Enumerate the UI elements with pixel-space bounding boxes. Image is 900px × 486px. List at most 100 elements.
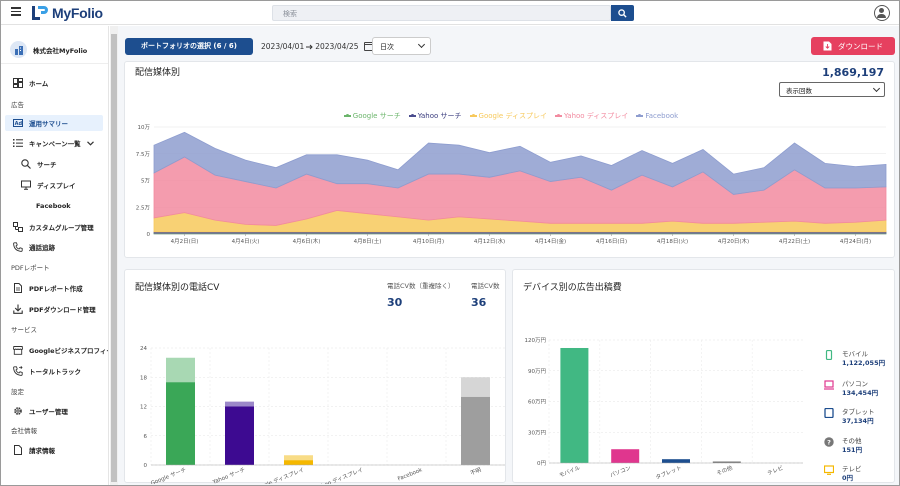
sidebar-item-user-management[interactable]: ユーザー管理 xyxy=(1,403,108,419)
phone-icon xyxy=(13,242,23,252)
legend-item-2[interactable]: Google ディスプレイ xyxy=(469,111,547,121)
magnifier-icon xyxy=(21,159,31,169)
bar-2 xyxy=(662,459,690,463)
device-legend-value: 37,134円 xyxy=(842,417,874,425)
document-icon xyxy=(14,283,22,293)
total-impressions: 1,869,197 xyxy=(822,66,884,79)
legend-marker xyxy=(469,113,477,117)
portfolio-select-button[interactable]: ポートフォリオの選択 (6 / 6) xyxy=(125,38,253,55)
user-account-icon[interactable] xyxy=(874,5,890,21)
x-tick-label: 4月24日(月) xyxy=(840,238,871,245)
bar-0-1 xyxy=(225,406,254,465)
sidebar-item-custom-group[interactable]: カスタムグループ管理 xyxy=(1,219,108,235)
metric-value: 表示回数 xyxy=(786,87,812,95)
legend-item-0[interactable]: Google サーチ xyxy=(343,111,401,121)
bar-0 xyxy=(560,347,589,463)
sidebar-item-ads-summary[interactable]: Ad 運用サマリー xyxy=(5,115,103,131)
kpi-total-cv-label: 電話CV数 xyxy=(471,282,500,290)
device-legend-label: モバイル xyxy=(842,350,868,358)
sidebar-item-pdf-create[interactable]: PDFレポート作成 xyxy=(1,280,108,296)
ad-icon: Ad xyxy=(13,119,23,127)
sidebar-item-label: 運用サマリー xyxy=(29,120,68,128)
sidebar-scrollbar[interactable] xyxy=(110,26,118,485)
section-label-company: 会社情報 xyxy=(11,427,37,435)
x-tick-label: Yahoo サーチ xyxy=(211,466,246,484)
granularity-value: 日次 xyxy=(380,43,394,51)
date-range-picker[interactable]: 2023/04/01 2023/04/25 xyxy=(261,38,374,55)
search-icon xyxy=(618,8,627,18)
sidebar-item-search[interactable]: サーチ xyxy=(1,156,108,172)
x-tick-label: Yahoo ディスプレイ xyxy=(313,465,364,484)
granularity-select[interactable]: 日次 xyxy=(372,37,431,55)
myfolio-logo-icon xyxy=(32,6,48,20)
sidebar-item-facebook[interactable]: Facebook xyxy=(1,198,108,214)
device-spend-card: デバイス別の広告出稿費 0円 30万円 60万円 90万円 120万円 モバイル パソコンタ… xyxy=(512,269,895,483)
bar-3 xyxy=(712,461,741,463)
sidebar: 株式会社MyFolio ホーム 広告 Ad 運用サマリー キャンペーン一覧 サー… xyxy=(1,26,109,485)
brand-logo[interactable]: MyFolio xyxy=(31,5,103,21)
section-label-pdf: PDFレポート xyxy=(11,264,50,272)
sidebar-item-display[interactable]: ディスプレイ xyxy=(1,177,108,193)
bar-1-0 xyxy=(166,357,195,383)
y-tick-label: 0 xyxy=(144,463,148,469)
legend-marker xyxy=(343,113,351,117)
x-tick-label: パソコン xyxy=(609,464,632,479)
device-legend-value: 151円 xyxy=(842,446,863,454)
legend-label: Yahoo サーチ xyxy=(417,112,462,120)
sidebar-item-google-business[interactable]: Googleビジネスプロフィール xyxy=(1,342,108,358)
device-legend-value: 0円 xyxy=(842,474,854,482)
y-tick-label: 90万円 xyxy=(528,368,546,375)
x-tick-label: その他 xyxy=(715,463,734,477)
sidebar-item-pdf-download[interactable]: PDFダウンロード管理 xyxy=(1,301,108,317)
sidebar-item-campaigns[interactable]: キャンペーン一覧 xyxy=(1,135,108,151)
section-label-ads: 広告 xyxy=(11,101,24,109)
hamburger-menu-icon[interactable] xyxy=(11,7,21,17)
bar-1 xyxy=(611,449,640,463)
media-area-chart: 0 2.5万 5万 7.5万 10万 4月2日(日) 4月4日(火) 4月6日(木) 4月8日(… xyxy=(136,124,887,245)
legend-label: Yahoo ディスプレイ xyxy=(563,112,629,120)
device-legend-label: その他 xyxy=(842,437,862,445)
tv-icon xyxy=(824,465,834,475)
y-tick-label: 60万円 xyxy=(528,399,546,406)
search-button[interactable] xyxy=(611,5,634,21)
x-tick-label: 4月2日(日) xyxy=(171,238,199,245)
y-tick-label: 24 xyxy=(140,346,147,352)
phone-cv-card: 配信媒体別の電話CV 電話CV数（重複除く） 30 電話CV数 36 0 6 12 1… xyxy=(124,269,506,484)
top-bar: MyFolio 検索 xyxy=(1,1,899,25)
gear-icon xyxy=(14,407,22,415)
chevron-down-icon xyxy=(417,40,426,49)
download-button[interactable]: ダウンロード xyxy=(811,37,895,55)
sidebar-item-home[interactable]: ホーム xyxy=(1,75,108,91)
device-legend-value: 134,454円 xyxy=(842,389,879,397)
sidebar-item-label: サーチ xyxy=(37,161,57,169)
legend-item-1[interactable]: Yahoo サーチ xyxy=(408,111,462,121)
download-label: ダウンロード xyxy=(838,41,883,51)
sidebar-item-total-track[interactable]: トータルトラック xyxy=(1,363,108,379)
metric-select[interactable]: 表示回数 xyxy=(779,82,885,97)
legend-marker xyxy=(408,113,416,117)
sidebar-item-label: トータルトラック xyxy=(29,368,81,376)
sidebar-item-label: 通話追跡 xyxy=(29,244,55,252)
x-tick-label: Facebook xyxy=(397,467,424,483)
y-tick-label: 7.5万 xyxy=(136,151,151,158)
dashboard-icon xyxy=(13,78,23,88)
help-circle-icon: ? xyxy=(824,437,834,447)
sidebar-item-label: Googleビジネスプロフィール xyxy=(29,347,108,355)
arrow-right-icon xyxy=(306,44,313,49)
bar-1-2 xyxy=(284,455,313,461)
legend-item-3[interactable]: Yahoo ディスプレイ xyxy=(554,111,629,121)
svg-text:Ad: Ad xyxy=(15,121,23,127)
legend-item-4[interactable]: Facebook xyxy=(636,111,678,121)
sidebar-item-billing[interactable]: 請求情報 xyxy=(1,442,108,458)
section-label-service: サービス xyxy=(11,326,37,334)
y-tick-label: 0円 xyxy=(537,460,546,467)
sidebar-item-call-tracking[interactable]: 通話追跡 xyxy=(1,239,108,255)
search-placeholder: 検索 xyxy=(283,10,297,18)
company-header[interactable]: 株式会社MyFolio xyxy=(1,26,108,64)
pdf-file-icon xyxy=(823,41,832,51)
search-input[interactable]: 検索 xyxy=(272,5,611,21)
scrollbar-thumb[interactable] xyxy=(111,34,117,482)
media-chart-legend: Google サーチ Yahoo サーチ Google ディスプレイ Yahoo ディ… xyxy=(125,111,897,121)
kpi-unique-cv-value: 30 xyxy=(387,296,403,309)
